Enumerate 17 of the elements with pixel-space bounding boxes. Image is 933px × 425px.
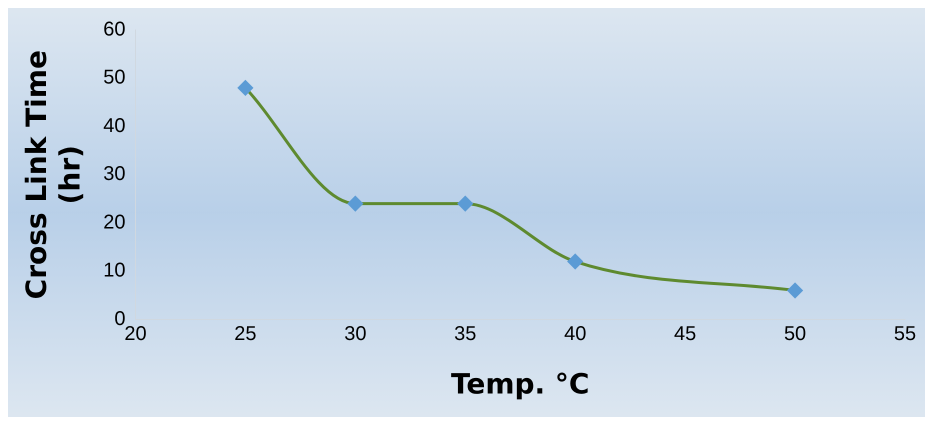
x-axis-title: Temp. °C [450, 367, 590, 400]
y-tick-label: 40 [103, 114, 126, 137]
x-tick-label: 20 [124, 322, 147, 345]
x-tick-label: 35 [454, 322, 476, 345]
x-tick-label: 25 [234, 322, 257, 345]
x-tick-label: 55 [894, 322, 916, 345]
x-tick-label: 45 [674, 322, 696, 345]
x-tick-label: 30 [344, 322, 366, 345]
x-tick-label: 50 [784, 322, 806, 345]
y-tick-label: 20 [103, 211, 126, 234]
y-tick-label: 50 [103, 66, 126, 89]
y-tick-label: 0 [114, 308, 126, 330]
y-tick-label: 60 [103, 18, 126, 41]
y-tick-label: 10 [103, 260, 126, 282]
y-tick-label: 30 [103, 163, 126, 186]
x-tick-label: 40 [564, 322, 586, 345]
y-axis-title: Cross Link Time (hr) [20, 50, 87, 300]
